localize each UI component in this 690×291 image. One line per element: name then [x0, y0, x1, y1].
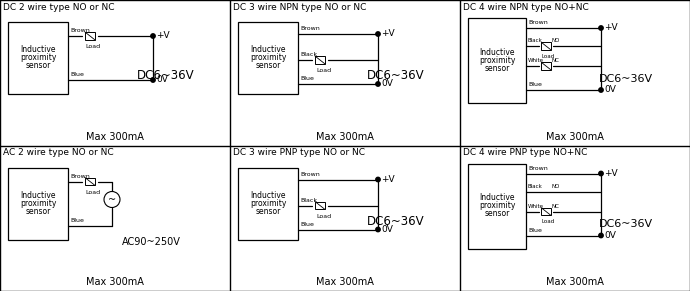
Text: 0V: 0V [604, 86, 616, 95]
Text: sensor: sensor [484, 210, 510, 219]
Circle shape [376, 177, 380, 182]
Circle shape [104, 191, 120, 207]
Text: 0V: 0V [604, 231, 616, 240]
Circle shape [376, 32, 380, 36]
Circle shape [151, 78, 155, 82]
Text: sensor: sensor [26, 61, 50, 70]
Text: Inductive: Inductive [480, 194, 515, 203]
Text: DC6~36V: DC6~36V [598, 74, 653, 84]
Text: Brown: Brown [300, 26, 319, 31]
Circle shape [151, 34, 155, 38]
Text: Load: Load [542, 219, 555, 224]
Circle shape [599, 88, 603, 92]
Text: sensor: sensor [26, 207, 50, 216]
Text: proximity: proximity [250, 199, 286, 208]
Text: DC 4 wire NPN type NO+NC: DC 4 wire NPN type NO+NC [463, 3, 589, 12]
Text: sensor: sensor [255, 207, 281, 216]
Text: Inductive: Inductive [250, 45, 286, 54]
Text: AC 2 wire type NO or NC: AC 2 wire type NO or NC [3, 148, 114, 157]
Text: Brown: Brown [300, 172, 319, 177]
Bar [468, 164, 526, 249]
Text: White: White [528, 204, 544, 209]
Circle shape [599, 26, 603, 30]
Text: sensor: sensor [484, 64, 510, 73]
Text: +V: +V [604, 24, 618, 33]
Bar [8, 168, 68, 239]
Text: Blue: Blue [70, 218, 84, 223]
Text: Max 300mA: Max 300mA [546, 277, 604, 287]
Text: proximity: proximity [479, 56, 515, 65]
Bar [238, 168, 298, 239]
Text: Blue: Blue [300, 222, 314, 227]
Text: Inductive: Inductive [250, 191, 286, 200]
Text: Load: Load [85, 190, 100, 195]
Text: proximity: proximity [479, 201, 515, 210]
Text: proximity: proximity [250, 54, 286, 63]
Text: DC6~36V: DC6~36V [367, 69, 424, 82]
Text: Blue: Blue [70, 72, 84, 77]
Text: DC 3 wire PNP type NO or NC: DC 3 wire PNP type NO or NC [233, 148, 365, 157]
Text: proximity: proximity [20, 54, 56, 63]
Text: NO: NO [551, 184, 560, 189]
Text: Brown: Brown [70, 174, 90, 179]
Text: Brown: Brown [70, 29, 90, 33]
Text: NO: NO [551, 38, 560, 43]
Text: Load: Load [316, 68, 331, 74]
Text: ~: ~ [108, 194, 116, 205]
Text: Max 300mA: Max 300mA [86, 277, 144, 287]
Circle shape [376, 82, 380, 86]
Text: Blue: Blue [528, 228, 542, 233]
Text: Inductive: Inductive [20, 191, 56, 200]
Bar [542, 42, 551, 49]
Bar [85, 32, 95, 40]
Text: proximity: proximity [20, 199, 56, 208]
Bar [8, 22, 68, 94]
Bar [238, 22, 298, 94]
Text: Load: Load [542, 54, 555, 58]
Text: White: White [528, 58, 544, 63]
Text: +V: +V [381, 29, 395, 38]
Text: +V: +V [604, 169, 618, 178]
Text: Load: Load [85, 45, 100, 49]
Text: 0V: 0V [156, 75, 168, 84]
Text: sensor: sensor [255, 61, 281, 70]
Text: Black: Black [300, 52, 317, 58]
Text: Inductive: Inductive [20, 45, 56, 54]
Text: 0V: 0V [381, 225, 393, 234]
Text: Blue: Blue [528, 83, 542, 88]
Bar [542, 208, 551, 215]
Text: Inductive: Inductive [480, 48, 515, 57]
Bar [315, 56, 325, 64]
Text: DC 2 wire type NO or NC: DC 2 wire type NO or NC [3, 3, 115, 12]
Text: Brown: Brown [528, 166, 548, 171]
Bar [315, 202, 325, 209]
Text: 0V: 0V [381, 79, 393, 88]
Circle shape [376, 227, 380, 232]
Text: DC6~36V: DC6~36V [137, 69, 195, 82]
Text: DC 3 wire NPN type NO or NC: DC 3 wire NPN type NO or NC [233, 3, 366, 12]
Text: Brown: Brown [528, 20, 548, 26]
Text: +V: +V [156, 31, 170, 40]
Text: +V: +V [381, 175, 395, 184]
Circle shape [599, 233, 603, 238]
Text: DC 4 wire PNP type NO+NC: DC 4 wire PNP type NO+NC [463, 148, 587, 157]
Bar [468, 18, 526, 103]
Text: Black: Black [528, 38, 543, 43]
Text: Max 300mA: Max 300mA [86, 132, 144, 141]
Text: NC: NC [551, 58, 559, 63]
Text: Load: Load [316, 214, 331, 219]
Text: Max 300mA: Max 300mA [316, 277, 374, 287]
Text: Blue: Blue [300, 77, 314, 81]
Text: NC: NC [551, 204, 559, 209]
Text: Black: Black [300, 198, 317, 203]
Circle shape [599, 171, 603, 176]
Text: DC6~36V: DC6~36V [367, 215, 424, 228]
Bar [85, 178, 95, 185]
Text: Black: Black [528, 184, 543, 189]
Bar [542, 63, 551, 70]
Text: AC90~250V: AC90~250V [122, 237, 181, 246]
Text: DC6~36V: DC6~36V [598, 219, 653, 229]
Text: Max 300mA: Max 300mA [546, 132, 604, 141]
Text: Max 300mA: Max 300mA [316, 132, 374, 141]
